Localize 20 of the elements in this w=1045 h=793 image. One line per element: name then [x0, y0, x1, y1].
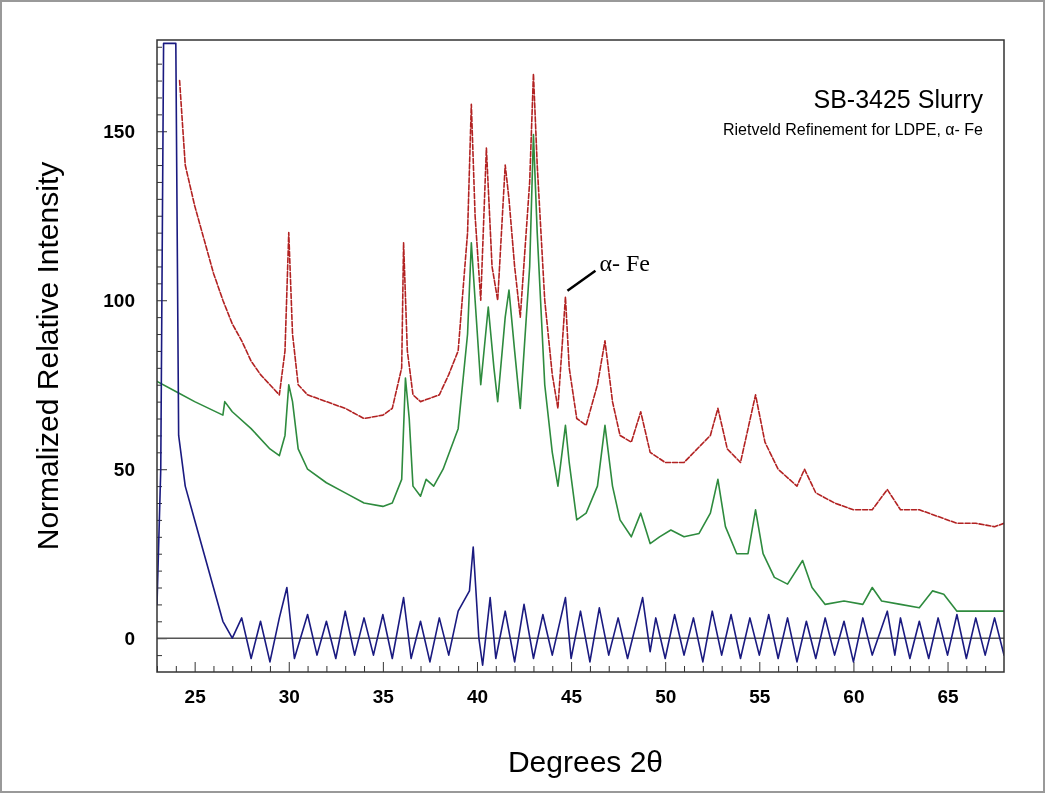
y-tick-label: 100: [103, 289, 135, 311]
annotation: α- Fe: [599, 249, 651, 276]
y-axis-title: Normalized Relative Intensity: [31, 161, 64, 551]
line-series: [178, 73, 1004, 528]
x-tick-label: 30: [278, 686, 300, 708]
x-tick-label: 45: [561, 686, 583, 708]
y-tick-label: 150: [103, 120, 135, 142]
text: Rietveld Refinement for LDPE, α- Fe: [722, 121, 984, 138]
x-axis-title: Degrees 2θ: [507, 745, 664, 778]
y-tick-label: 50: [113, 458, 135, 480]
x-tick-label: 25: [184, 686, 207, 708]
text: SB-3425 Slurry: [813, 85, 984, 113]
x-tick-label: 40: [466, 686, 489, 708]
x-tick-label: 65: [937, 686, 960, 708]
x-tick-label: 60: [843, 686, 865, 708]
x-tick-label: 50: [655, 686, 677, 708]
line-series: [157, 42, 1004, 667]
x-tick-label: 35: [372, 686, 395, 708]
y-tick-label: 0: [124, 627, 135, 649]
x-tick-label: 55: [749, 686, 771, 708]
